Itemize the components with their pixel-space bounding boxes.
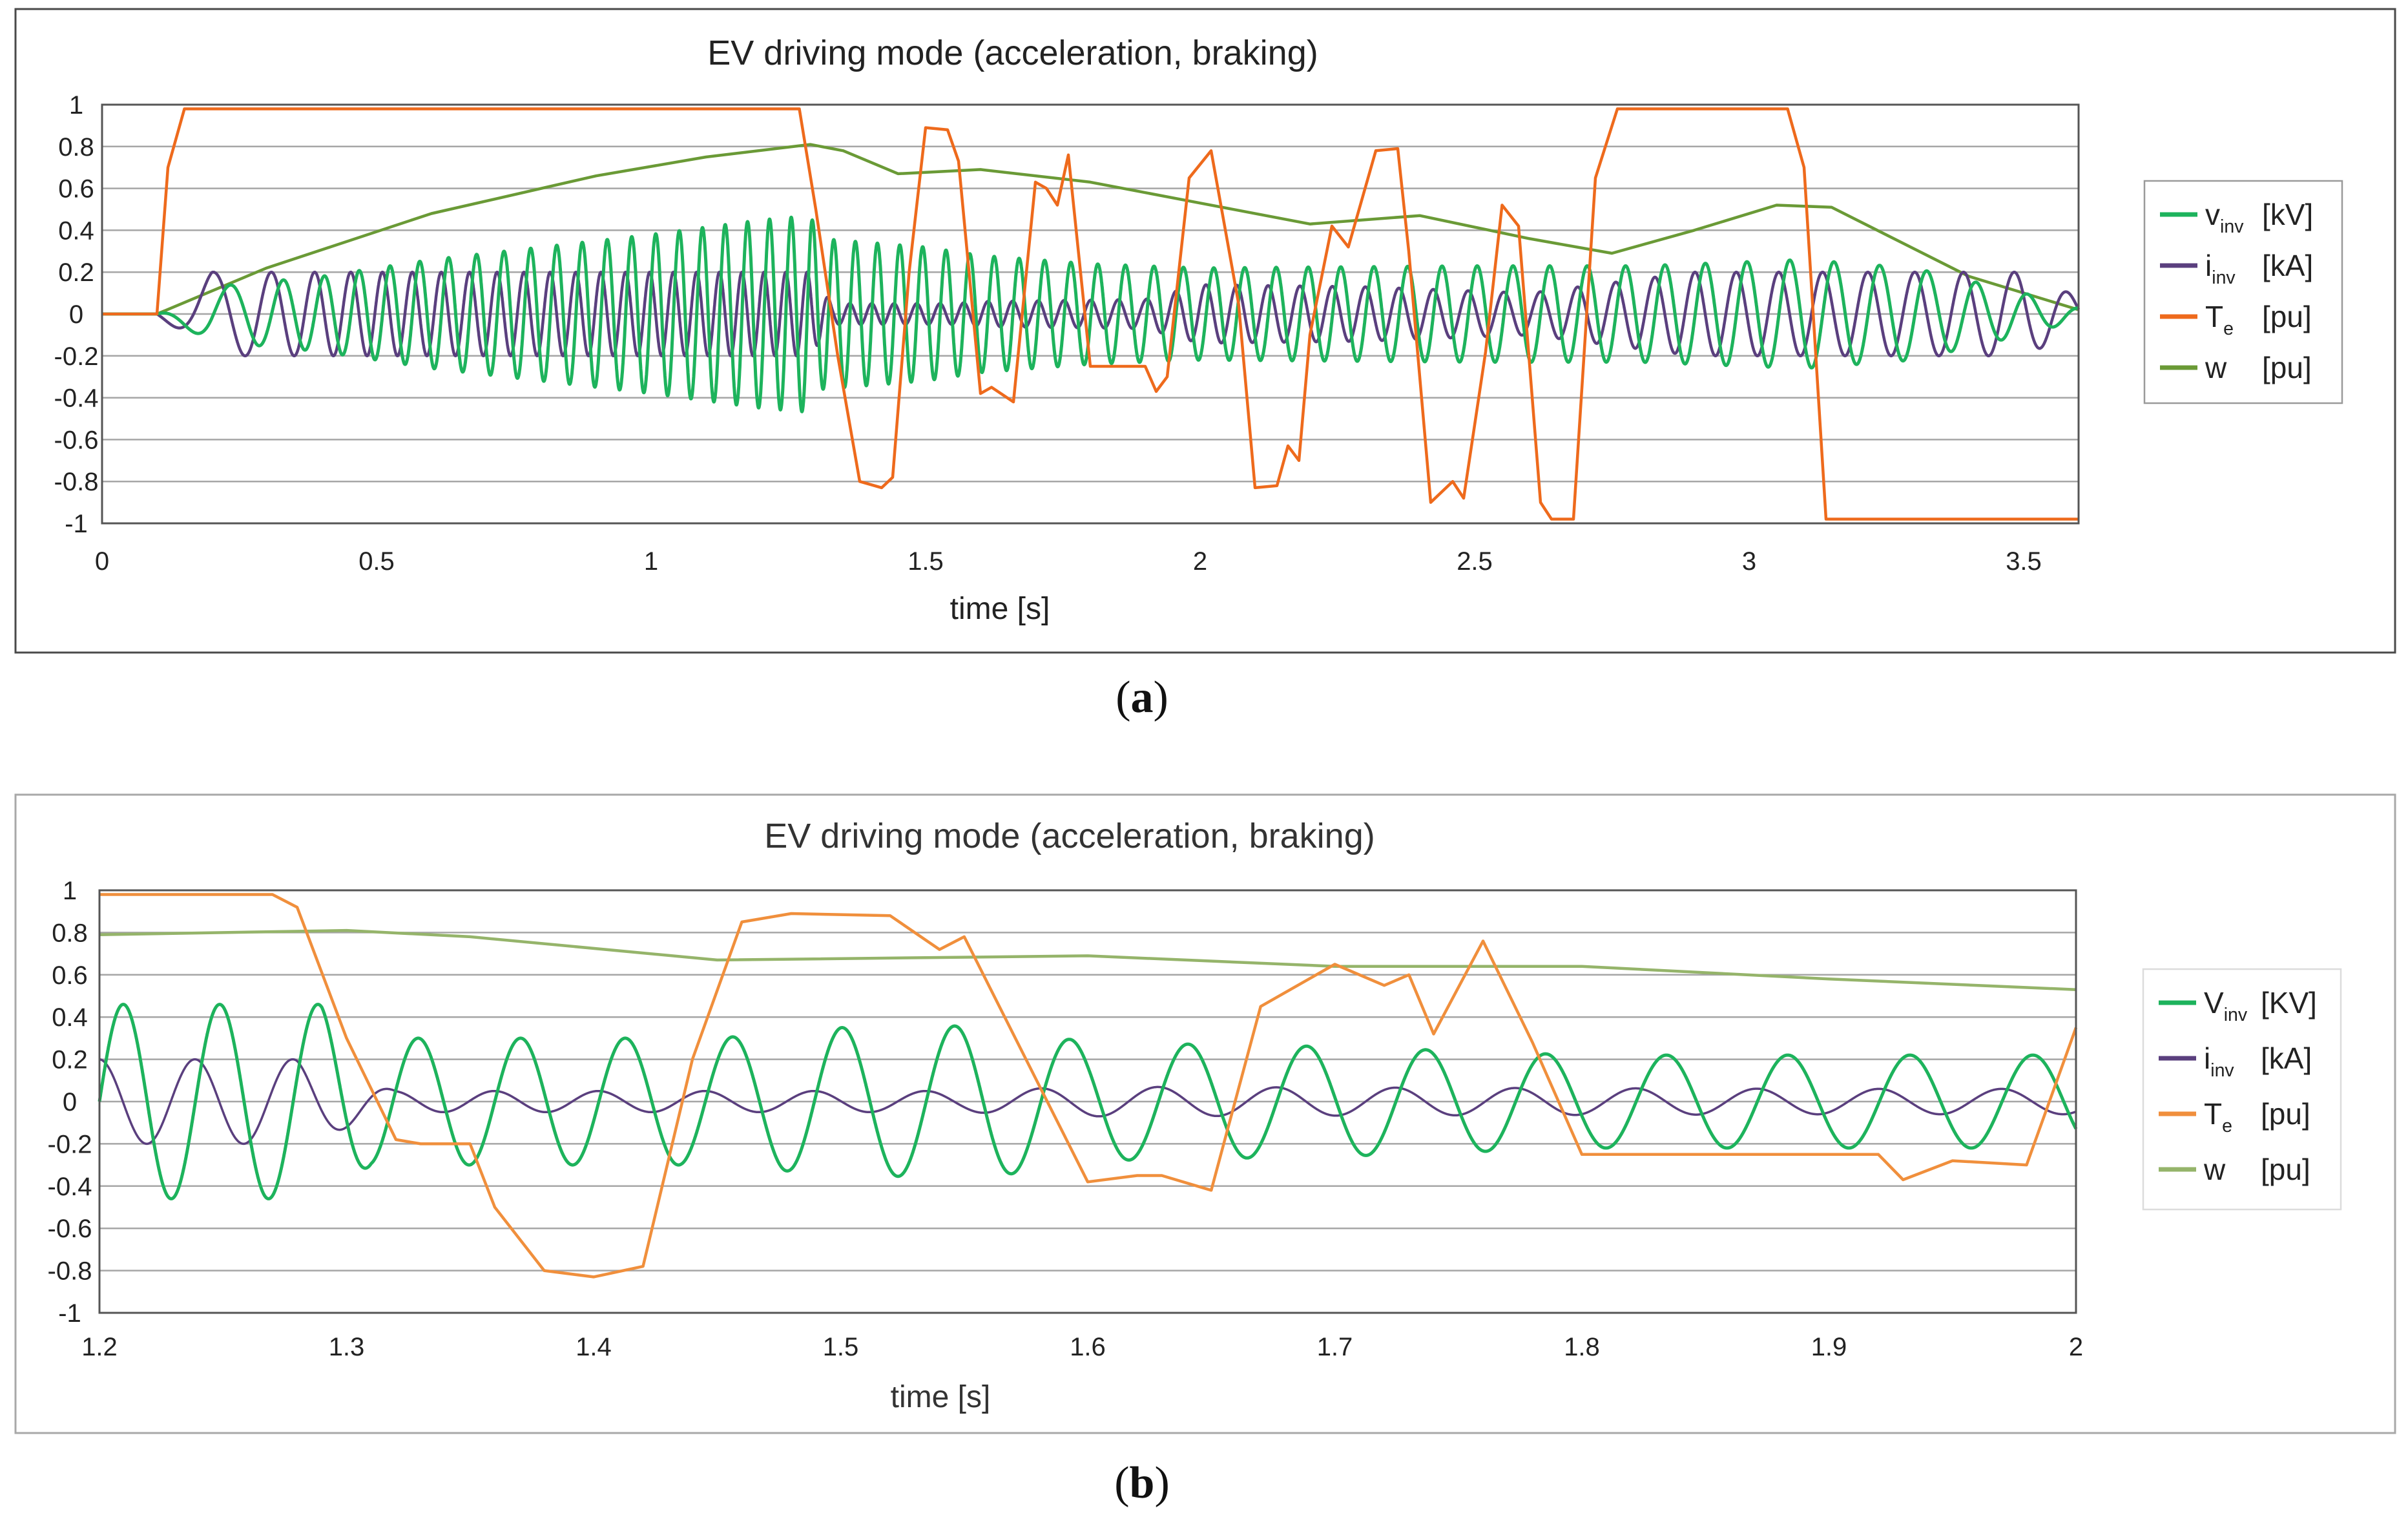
- y-tick-label: 0.8: [52, 919, 88, 947]
- series-layer: [98, 893, 2078, 1279]
- x-tick-label: 1.2: [81, 1333, 118, 1361]
- y-tick-label: 0.4: [58, 216, 94, 245]
- x-axis-label: time [s]: [891, 1380, 991, 1414]
- y-tick-label: 0.8: [58, 133, 94, 162]
- y-tick-label: -1: [65, 510, 88, 538]
- x-axis-ticks: 1.2 1.3 1.4 1.5 1.6 1.7 1.8 1.9 2: [81, 1333, 2083, 1361]
- chart-title: EV driving mode (acceleration, braking): [764, 817, 1375, 855]
- y-tick-label: 1: [69, 91, 83, 120]
- plot-area: [101, 103, 2080, 525]
- x-tick-label: 3: [1742, 547, 1756, 576]
- panel-b: EV driving mode (acceleration, braking) …: [14, 793, 2396, 1434]
- chart-title: EV driving mode (acceleration, braking): [707, 34, 1318, 72]
- series-v-inv-line: [100, 215, 2081, 413]
- y-tick-label: -0.6: [48, 1215, 92, 1243]
- series-v-inv-line: [98, 1003, 2078, 1200]
- y-tick-label: -0.2: [54, 342, 99, 371]
- y-tick-label: -1: [58, 1299, 81, 1328]
- x-tick-label: 2: [2069, 1333, 2083, 1361]
- legend: Vinv [KV] iinv [kA] Te [pu] w [pu]: [2142, 968, 2342, 1211]
- y-axis-ticks: 1 0.8 0.6 0.4 0.2 0 -0.2 -0.4 -0.6 -0.8 -1: [54, 91, 99, 538]
- x-tick-label: 0: [95, 547, 109, 576]
- y-tick-label: 0.2: [58, 258, 94, 287]
- x-tick-label: 1: [644, 547, 658, 576]
- y-tick-label: 0: [63, 1088, 77, 1116]
- legend-entry: Te [pu]: [2205, 300, 2312, 339]
- x-tick-label: 2.5: [1457, 547, 1493, 576]
- series-w-line: [99, 928, 2077, 991]
- x-axis-ticks: 0 0.5 1 1.5 2 2.5 3 3.5: [95, 547, 2042, 576]
- series-layer: [100, 107, 2081, 521]
- y-tick-label: 0.4: [52, 1003, 88, 1032]
- x-tick-label: 1.9: [1811, 1333, 1847, 1361]
- x-axis-label: time [s]: [950, 592, 1050, 626]
- legend-entry: Te [pu]: [2204, 1097, 2310, 1136]
- y-tick-label: -0.8: [48, 1257, 92, 1286]
- series-w-line: [102, 143, 2079, 316]
- y-tick-label: 1: [63, 877, 77, 905]
- y-tick-label: -0.6: [54, 426, 99, 454]
- x-tick-label: 3.5: [2006, 547, 2042, 576]
- x-tick-label: 2: [1193, 547, 1207, 576]
- y-tick-label: 0.6: [58, 175, 94, 204]
- series-i-inv-line: [101, 270, 2081, 358]
- y-tick-label: 0.2: [52, 1046, 88, 1074]
- panel-a: EV driving mode (acceleration, braking) …: [14, 8, 2396, 654]
- legend-entry: iinv [kA]: [2205, 249, 2313, 288]
- y-tick-label: 0: [69, 300, 83, 329]
- legend: vinv [kV] iinv [kA] Te [pu] w [pu]: [2143, 180, 2343, 404]
- series-te-line: [102, 107, 2079, 521]
- x-tick-label: 1.5: [823, 1333, 859, 1361]
- x-tick-label: 0.5: [358, 547, 395, 576]
- caption-b-letter: b: [1130, 1458, 1155, 1508]
- caption-a-letter: a: [1131, 673, 1154, 722]
- legend-entry: Vinv [KV]: [2204, 986, 2317, 1025]
- legend-entry: iinv [kA]: [2204, 1041, 2312, 1081]
- legend-entry: w [pu]: [2205, 351, 2312, 384]
- y-tick-label: -0.8: [54, 468, 99, 496]
- caption-a: (a): [1116, 673, 1168, 722]
- y-tick-label: 0.6: [52, 961, 88, 990]
- x-tick-label: 1.7: [1317, 1333, 1353, 1361]
- x-tick-label: 1.3: [329, 1333, 365, 1361]
- y-tick-label: -0.2: [48, 1130, 92, 1158]
- y-tick-label: -0.4: [48, 1173, 92, 1201]
- series-te-line: [99, 893, 2078, 1279]
- y-axis-ticks: 1 0.8 0.6 0.4 0.2 0 -0.2 -0.4 -0.6 -0.8 -1: [48, 877, 92, 1328]
- series-i-inv-line: [98, 1058, 2077, 1146]
- x-tick-label: 1.5: [908, 547, 944, 576]
- legend-entry: vinv [kV]: [2205, 198, 2313, 237]
- x-tick-label: 1.8: [1564, 1333, 1600, 1361]
- caption-b: (b): [1114, 1458, 1170, 1508]
- x-tick-label: 1.6: [1070, 1333, 1106, 1361]
- x-tick-label: 1.4: [576, 1333, 612, 1361]
- legend-entry: w [pu]: [2203, 1153, 2310, 1186]
- plot-area: [98, 889, 2077, 1314]
- y-tick-label: -0.4: [54, 384, 99, 413]
